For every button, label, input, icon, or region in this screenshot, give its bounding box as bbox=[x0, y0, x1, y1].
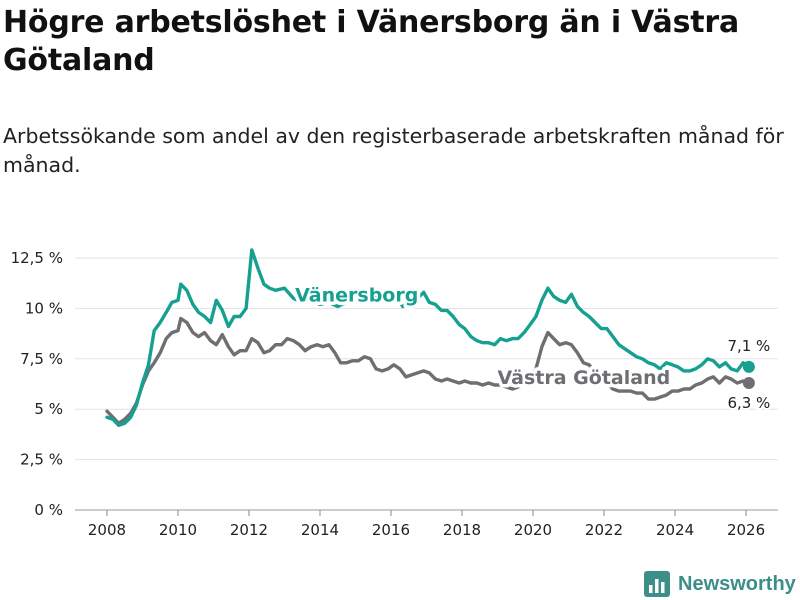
x-tick-label: 2008 bbox=[88, 521, 126, 539]
bar-chart-logo-icon bbox=[644, 571, 670, 597]
series-line-v-stra-g-taland bbox=[105, 316, 751, 425]
end-value-label: 7,1 % bbox=[727, 337, 770, 355]
x-tick-label: 2020 bbox=[514, 521, 552, 539]
y-tick-label: 2,5 % bbox=[20, 451, 63, 469]
end-value-label: 6,3 % bbox=[727, 394, 770, 412]
y-tick-label: 7,5 % bbox=[20, 350, 63, 368]
brand-name: Newsworthy bbox=[678, 572, 796, 595]
y-axis-ticks: 0 % 2,5 % 5 % 7,5 % 10 % 12,5 % bbox=[11, 249, 63, 519]
series-line-v-nersborg bbox=[105, 248, 751, 427]
x-tick-label: 2012 bbox=[230, 521, 268, 539]
end-marker bbox=[742, 360, 755, 373]
x-axis-ticks: 2008 2010 2012 2014 2016 2018 2020 2022 2024 2026 bbox=[88, 510, 765, 539]
chart-subtitle: Arbetssökande som andel av den registerb… bbox=[3, 124, 784, 177]
x-tick-label: 2016 bbox=[372, 521, 410, 539]
x-tick-label: 2024 bbox=[656, 521, 694, 539]
y-tick-label: 12,5 % bbox=[11, 249, 63, 267]
series-label: Vänersborg bbox=[295, 284, 418, 306]
series-label: Västra Götaland bbox=[498, 367, 671, 389]
x-tick-label: 2010 bbox=[159, 521, 197, 539]
chart-title: Högre arbetslöshet i Vänersborg än i Väs… bbox=[3, 5, 740, 78]
y-tick-label: 0 % bbox=[34, 501, 63, 519]
x-tick-label: 2022 bbox=[585, 521, 623, 539]
x-tick-label: 2014 bbox=[301, 521, 339, 539]
brand: Newsworthy bbox=[644, 569, 796, 599]
x-tick-label: 2026 bbox=[727, 521, 765, 539]
end-markers: 7,1 % 6,3 % bbox=[725, 335, 772, 414]
series-lines bbox=[105, 248, 751, 427]
end-marker bbox=[742, 376, 755, 389]
gridlines bbox=[75, 257, 778, 511]
series-annotations: Vänersborg Västra Götaland bbox=[292, 281, 674, 393]
y-tick-label: 5 % bbox=[34, 400, 63, 418]
y-tick-label: 10 % bbox=[25, 299, 63, 317]
x-tick-label: 2018 bbox=[443, 521, 481, 539]
